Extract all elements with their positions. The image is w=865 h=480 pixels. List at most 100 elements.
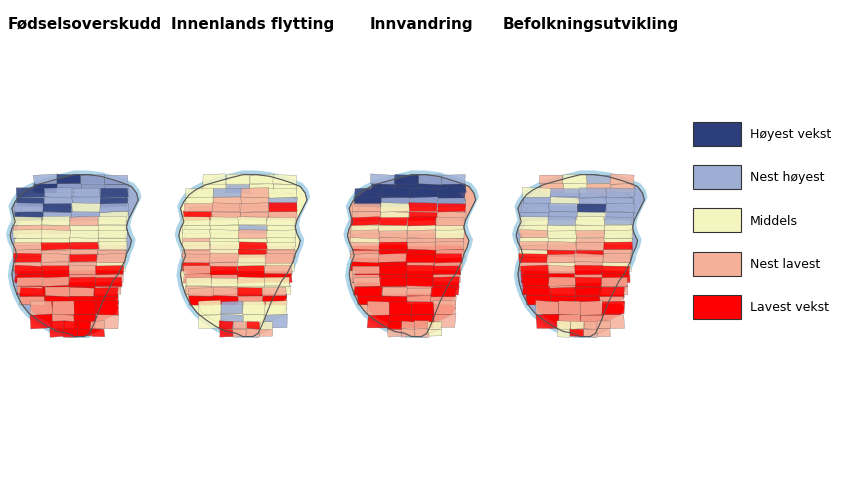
Polygon shape (189, 296, 214, 306)
Polygon shape (96, 314, 119, 329)
Polygon shape (512, 171, 648, 341)
Polygon shape (96, 301, 119, 315)
Polygon shape (547, 242, 576, 251)
Polygon shape (580, 315, 603, 328)
Text: Lavest vekst: Lavest vekst (750, 300, 829, 314)
Polygon shape (238, 255, 266, 264)
Polygon shape (548, 277, 576, 287)
Polygon shape (408, 203, 437, 212)
Polygon shape (516, 175, 644, 337)
Polygon shape (184, 204, 213, 212)
Polygon shape (250, 175, 274, 185)
Polygon shape (105, 176, 128, 185)
Polygon shape (357, 296, 382, 305)
Polygon shape (186, 278, 290, 295)
Polygon shape (43, 213, 73, 221)
Polygon shape (605, 226, 633, 234)
Polygon shape (95, 266, 124, 274)
Polygon shape (407, 217, 436, 227)
Text: Befolkningsutvikling: Befolkningsutvikling (503, 16, 678, 32)
Polygon shape (266, 242, 296, 250)
Polygon shape (586, 184, 611, 194)
Polygon shape (353, 266, 460, 283)
Polygon shape (351, 242, 464, 258)
Polygon shape (72, 197, 100, 207)
Polygon shape (433, 274, 461, 283)
Polygon shape (10, 175, 138, 337)
Polygon shape (577, 204, 606, 213)
Polygon shape (526, 288, 552, 296)
Polygon shape (586, 175, 612, 184)
Polygon shape (41, 226, 70, 234)
Polygon shape (238, 266, 266, 275)
Polygon shape (183, 226, 210, 234)
Polygon shape (435, 242, 464, 251)
Polygon shape (519, 254, 548, 263)
Polygon shape (70, 226, 99, 235)
Polygon shape (52, 301, 74, 315)
Polygon shape (104, 185, 129, 194)
Polygon shape (42, 204, 71, 213)
Polygon shape (407, 277, 432, 287)
Polygon shape (99, 212, 128, 221)
Polygon shape (436, 226, 464, 234)
Polygon shape (16, 287, 43, 295)
Polygon shape (274, 185, 297, 194)
Polygon shape (69, 254, 97, 263)
Polygon shape (268, 198, 298, 208)
Polygon shape (539, 176, 563, 184)
Polygon shape (605, 217, 633, 225)
Polygon shape (412, 302, 434, 314)
Polygon shape (352, 275, 380, 284)
Polygon shape (431, 288, 455, 297)
Polygon shape (210, 239, 239, 246)
Polygon shape (74, 314, 95, 329)
Polygon shape (34, 184, 58, 194)
Polygon shape (42, 230, 70, 239)
Polygon shape (182, 242, 209, 250)
Polygon shape (50, 322, 105, 337)
Polygon shape (240, 203, 269, 213)
Polygon shape (13, 225, 42, 234)
Polygon shape (42, 216, 70, 226)
Polygon shape (380, 278, 407, 287)
Polygon shape (210, 217, 240, 226)
Polygon shape (97, 253, 125, 263)
Polygon shape (548, 231, 577, 239)
Polygon shape (238, 250, 267, 259)
Polygon shape (268, 212, 298, 221)
Polygon shape (17, 278, 121, 295)
Polygon shape (237, 263, 266, 272)
Polygon shape (355, 189, 465, 207)
Polygon shape (610, 174, 634, 185)
Polygon shape (220, 322, 273, 337)
Polygon shape (211, 275, 239, 284)
Polygon shape (239, 242, 267, 250)
Polygon shape (350, 230, 379, 239)
Polygon shape (576, 297, 599, 306)
Polygon shape (247, 322, 260, 330)
Polygon shape (42, 251, 70, 258)
Polygon shape (227, 175, 249, 185)
Polygon shape (214, 189, 241, 198)
Polygon shape (522, 188, 552, 198)
Polygon shape (199, 301, 287, 328)
Polygon shape (379, 251, 407, 258)
Polygon shape (350, 262, 379, 271)
Polygon shape (210, 266, 237, 276)
Polygon shape (348, 175, 476, 337)
Polygon shape (238, 239, 267, 246)
Polygon shape (260, 330, 272, 336)
Polygon shape (240, 188, 270, 199)
Polygon shape (350, 254, 379, 264)
Polygon shape (185, 287, 212, 296)
Polygon shape (563, 175, 586, 185)
Polygon shape (175, 171, 311, 341)
Polygon shape (550, 197, 580, 207)
Polygon shape (368, 301, 389, 316)
Polygon shape (521, 213, 549, 221)
Polygon shape (42, 253, 69, 263)
Polygon shape (179, 175, 307, 337)
Polygon shape (351, 231, 464, 246)
Polygon shape (370, 175, 395, 185)
